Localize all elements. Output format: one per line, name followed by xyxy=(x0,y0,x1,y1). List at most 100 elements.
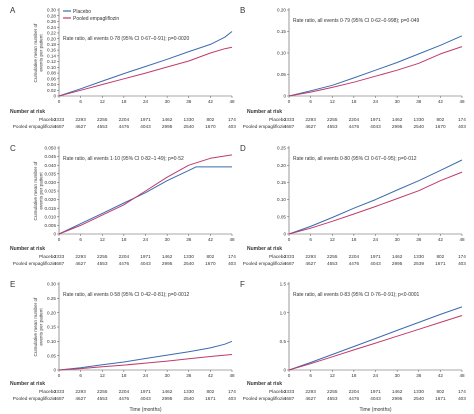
panel-label: A xyxy=(10,6,16,15)
x-tick-label: 0 xyxy=(288,237,291,242)
x-tick-label: 24 xyxy=(373,373,379,378)
y-tick-label: 1.0 xyxy=(280,310,287,315)
risk-value: 802 xyxy=(436,254,444,259)
x-tick-label: 12 xyxy=(330,373,336,378)
rate-ratio-annotation: Rate ratio, all events 0·58 (95% CI 0·42… xyxy=(63,292,190,298)
risk-value: 802 xyxy=(436,389,444,394)
risk-row-label: Pooled empagliflozin xyxy=(243,396,287,401)
risk-row-label: Placebo xyxy=(269,254,286,259)
series-line-empagliflozin xyxy=(288,46,463,97)
risk-value: 4627 xyxy=(75,124,86,129)
y-tick-label: 0.16 xyxy=(47,48,56,53)
y-tick-label: 0.10 xyxy=(47,339,56,344)
y-tick-label: 1.5 xyxy=(280,282,287,287)
y-tick-label: 0.05 xyxy=(277,72,286,77)
x-tick-label: 24 xyxy=(143,373,149,378)
risk-value: 2293 xyxy=(305,389,316,394)
panel-c: C 0 0.005 0.010 0.015 0.020 0.025 0.030 0.035 0.0… xyxy=(10,144,236,266)
x-tick-label: 48 xyxy=(459,99,465,104)
risk-value: 1330 xyxy=(414,117,425,122)
series-line-placebo xyxy=(288,159,463,235)
rate-ratio-annotation: Rate ratio, all events 0·83 (95% CI 0·76… xyxy=(293,292,420,298)
y-tick-label: 0.28 xyxy=(47,13,56,18)
series-line-empagliflozin xyxy=(58,154,233,235)
risk-value: 4553 xyxy=(327,124,338,129)
panel-label: B xyxy=(240,6,245,15)
x-tick-label: 6 xyxy=(309,99,312,104)
risk-value: 1971 xyxy=(140,117,151,122)
risk-value: 2333 xyxy=(284,389,295,394)
risk-value: 174 xyxy=(228,117,236,122)
y-tick-label: 0.30 xyxy=(47,8,56,13)
legend-label: Placebo xyxy=(73,9,91,15)
risk-value: 2204 xyxy=(119,117,130,122)
risk-row-label: Placebo xyxy=(39,389,56,394)
risk-value: 174 xyxy=(458,389,466,394)
y-tick-label: 0.24 xyxy=(47,25,56,30)
x-tick-label: 42 xyxy=(438,237,444,242)
x-tick-label: 30 xyxy=(165,237,171,242)
risk-title: Number at risk xyxy=(247,246,282,252)
risk-value: 2540 xyxy=(184,124,195,129)
risk-row-label: Pooled empagliflozin xyxy=(243,261,287,266)
y-tick-label: 0.20 xyxy=(47,36,56,41)
x-tick-label: 6 xyxy=(309,237,312,242)
risk-value: 2539 xyxy=(414,261,425,266)
y-tick-label: 0.18 xyxy=(47,42,56,47)
risk-value: 2995 xyxy=(392,261,403,266)
x-tick-label: 48 xyxy=(459,237,465,242)
y-tick-label: 0.5 xyxy=(280,339,287,344)
y-tick-label: 0.20 xyxy=(277,8,286,13)
x-tick-label: 24 xyxy=(373,99,379,104)
x-tick-label: 18 xyxy=(351,237,357,242)
risk-value: 1462 xyxy=(162,389,173,394)
risk-title: Number at risk xyxy=(247,109,282,115)
risk-value: 2995 xyxy=(392,124,403,129)
panel-a: A00.020.040.060.080.100.120.140.160.180.… xyxy=(10,6,236,129)
x-tick-label: 42 xyxy=(208,99,214,104)
risk-value: 4687 xyxy=(54,261,65,266)
x-tick-label: 18 xyxy=(121,237,127,242)
panel-b: B 0 0.05 0.10 0.15 0.20 0 6 12 18 24 30 36 42 48 Rate r… xyxy=(240,6,466,129)
x-tick-label: 30 xyxy=(395,99,401,104)
y-tick-label: 0.005 xyxy=(45,223,57,228)
y-tick-label: 0.015 xyxy=(45,206,57,211)
risk-title: Number at risk xyxy=(10,246,45,252)
risk-value: 2995 xyxy=(162,261,173,266)
risk-value: 2293 xyxy=(75,389,86,394)
risk-value: 4043 xyxy=(370,261,381,266)
risk-value: 4043 xyxy=(370,124,381,129)
y-axis-label: Cumulative mean number ofevents per pati… xyxy=(33,23,44,83)
x-tick-label: 48 xyxy=(229,99,235,104)
risk-value: 2255 xyxy=(327,117,338,122)
risk-value: 2995 xyxy=(162,396,173,401)
risk-row-label: Pooled empagliflozin xyxy=(13,124,57,129)
risk-value: 2995 xyxy=(392,396,403,401)
risk-value: 1330 xyxy=(184,389,195,394)
risk-value: 4553 xyxy=(327,396,338,401)
risk-value: 4043 xyxy=(370,396,381,401)
risk-value: 4043 xyxy=(140,261,151,266)
risk-value: 802 xyxy=(206,117,214,122)
risk-value: 1462 xyxy=(162,117,173,122)
x-axis-label: Time (months) xyxy=(359,407,391,413)
risk-value: 1330 xyxy=(184,117,195,122)
series-line-empagliflozin xyxy=(58,46,233,97)
risk-value: 802 xyxy=(206,254,214,259)
risk-value: 4687 xyxy=(54,124,65,129)
x-tick-label: 0 xyxy=(58,237,61,242)
y-tick-label: 0.045 xyxy=(45,154,57,159)
y-tick-label: 0.030 xyxy=(45,180,57,185)
y-tick-label: 0.15 xyxy=(47,325,56,330)
risk-title: Number at risk xyxy=(247,381,282,387)
x-tick-label: 0 xyxy=(58,373,61,378)
x-tick-label: 0 xyxy=(58,99,61,104)
risk-value: 1670 xyxy=(435,124,446,129)
risk-row-label: Placebo xyxy=(269,117,286,122)
risk-value: 2333 xyxy=(54,254,65,259)
